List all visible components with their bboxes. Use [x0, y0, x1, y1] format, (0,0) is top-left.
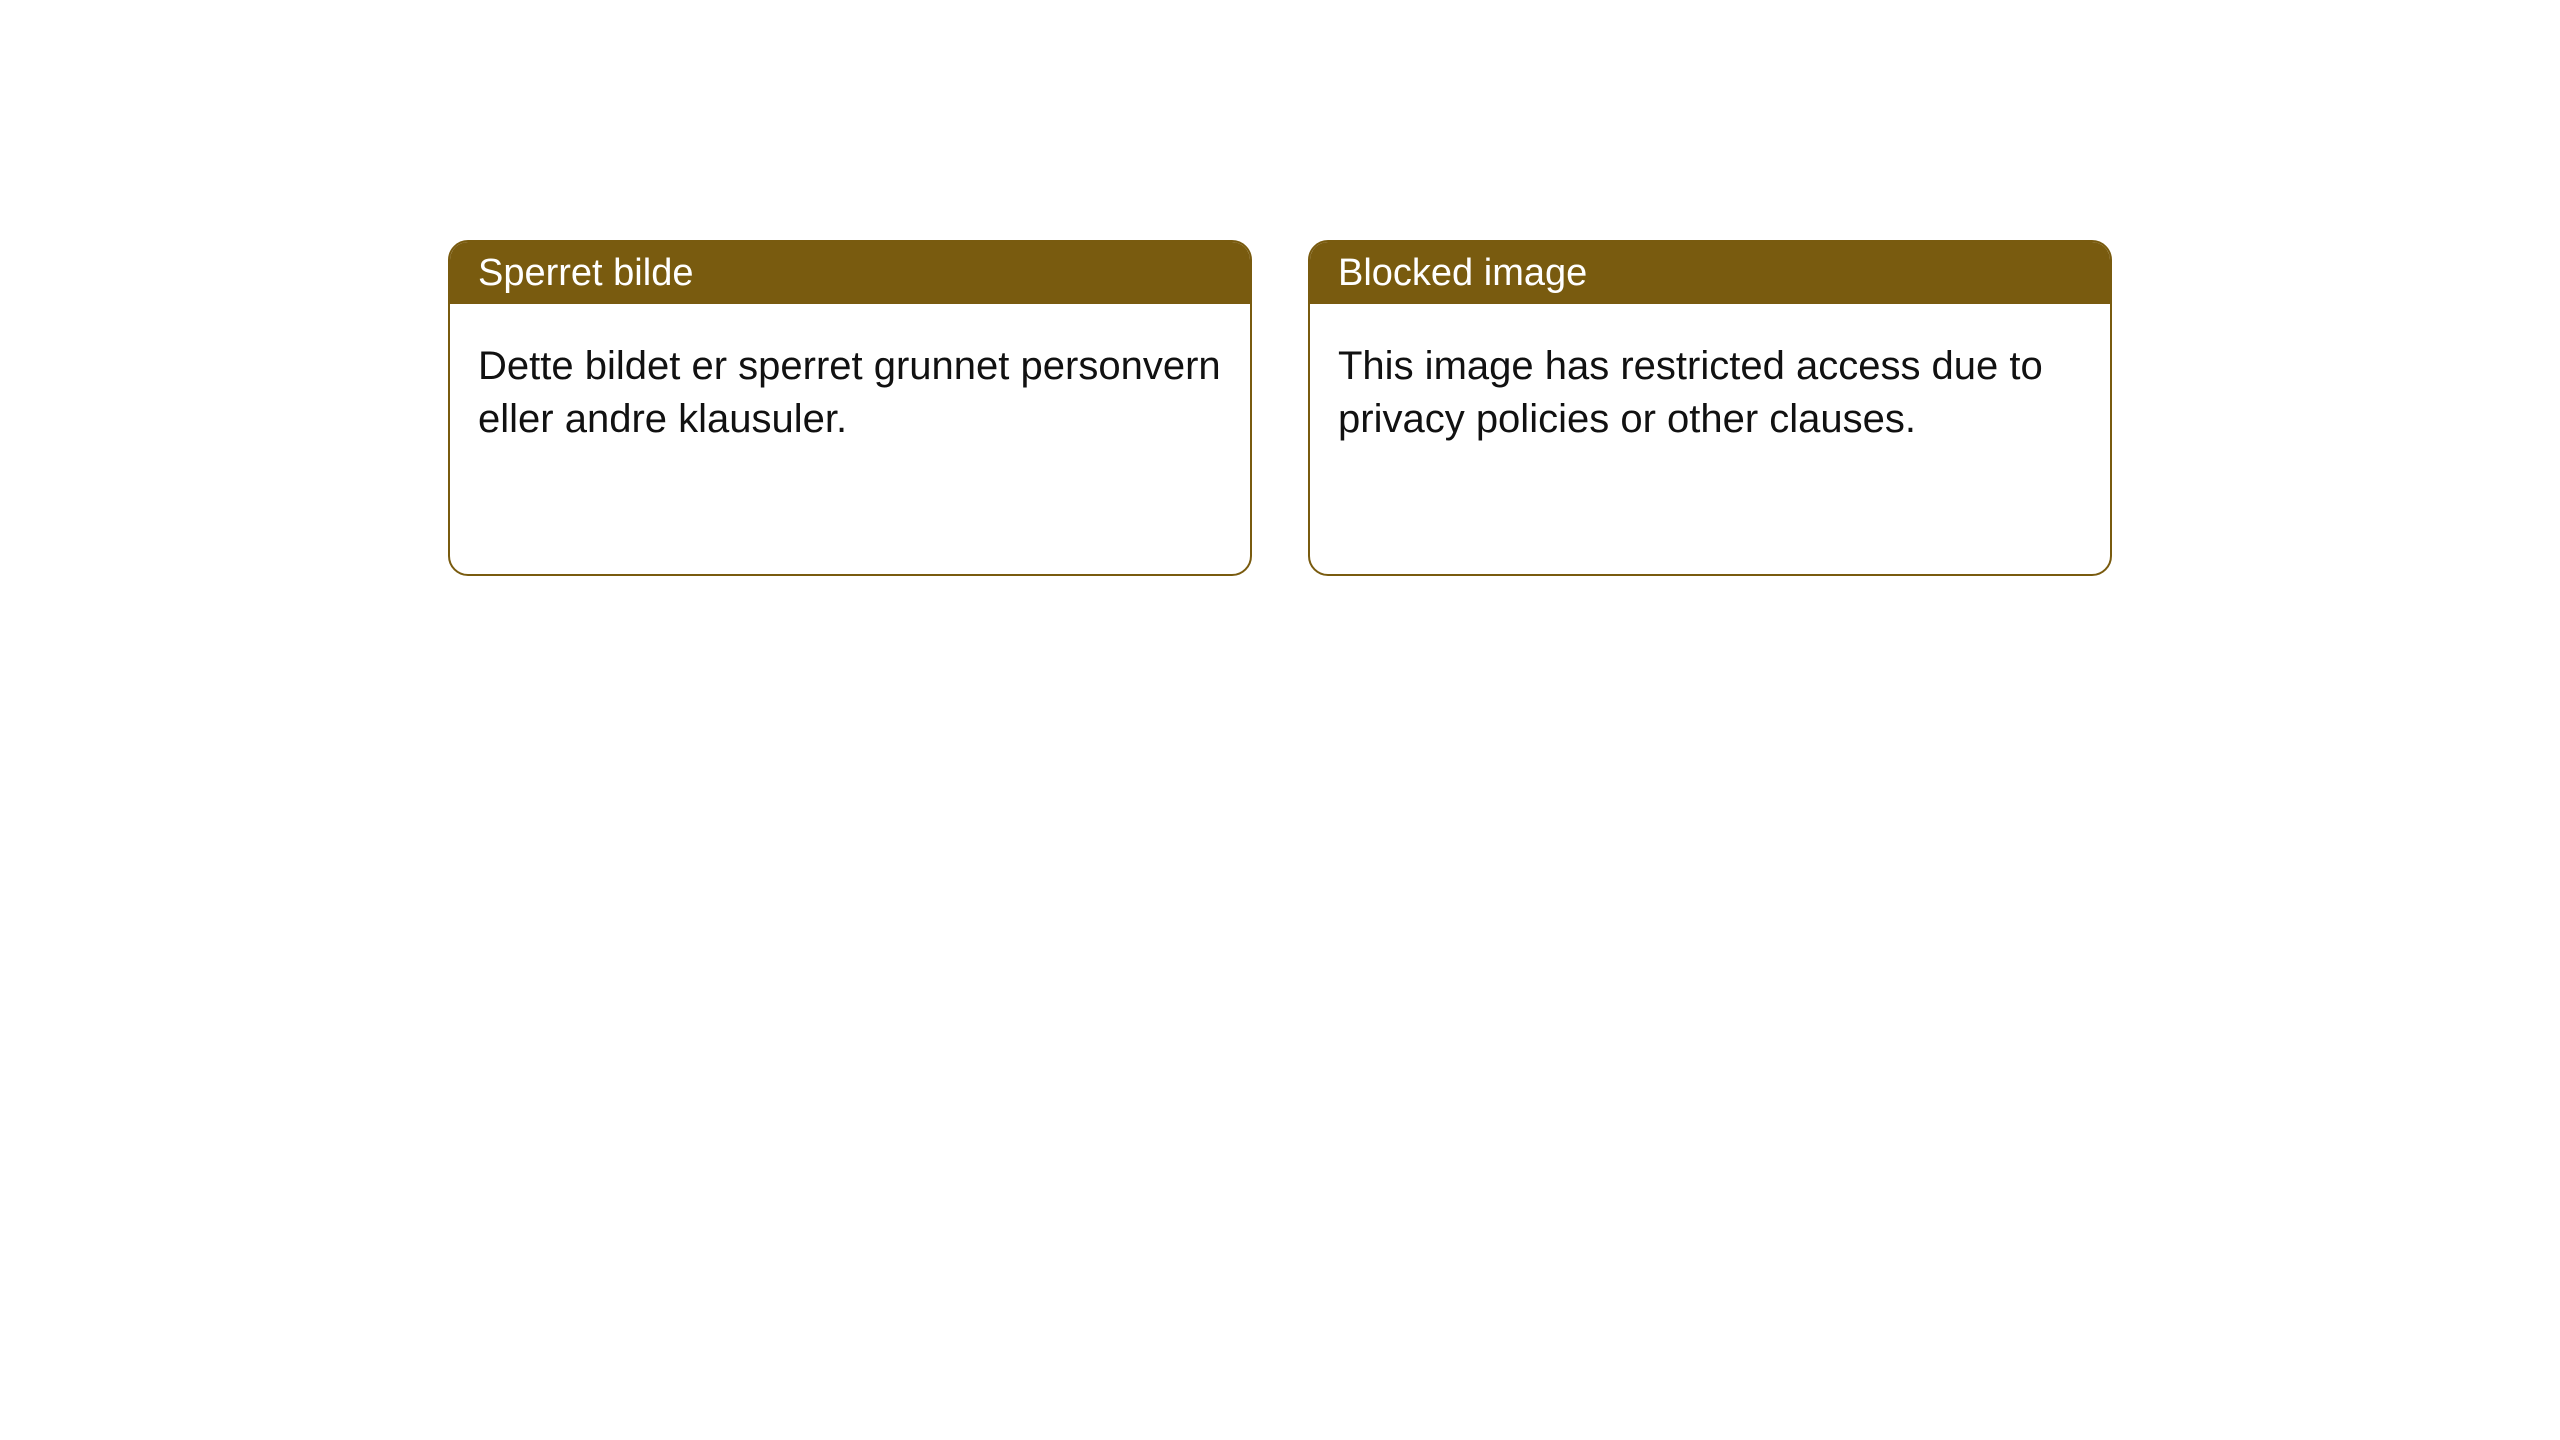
card-header-title-no: Sperret bilde: [478, 252, 693, 295]
card-body-no: Dette bildet er sperret grunnet personve…: [450, 304, 1250, 474]
blocked-image-card-no: Sperret bilde Dette bildet er sperret gr…: [448, 240, 1252, 576]
card-header-en: Blocked image: [1310, 242, 2110, 304]
blocked-image-notices: Sperret bilde Dette bildet er sperret gr…: [448, 240, 2112, 576]
card-header-no: Sperret bilde: [450, 242, 1250, 304]
blocked-image-card-en: Blocked image This image has restricted …: [1308, 240, 2112, 576]
card-body-en: This image has restricted access due to …: [1310, 304, 2110, 474]
card-body-text-no: Dette bildet er sperret grunnet personve…: [478, 340, 1222, 446]
card-body-text-en: This image has restricted access due to …: [1338, 340, 2082, 446]
card-header-title-en: Blocked image: [1338, 252, 1587, 295]
